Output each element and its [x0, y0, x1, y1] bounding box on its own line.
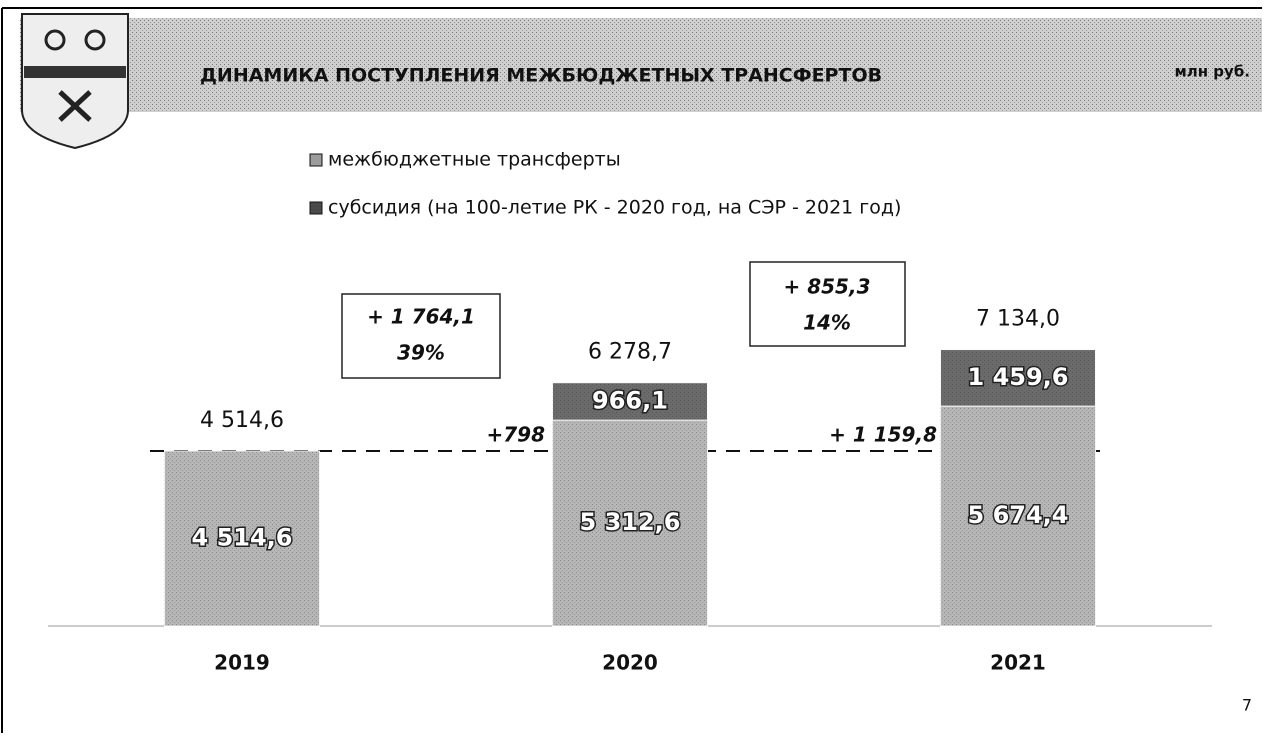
legend-swatch [309, 201, 323, 215]
header-title: ДИНАМИКА ПОСТУПЛЕНИЯ МЕЖБЮДЖЕТНЫХ ТРАНСФ… [200, 65, 882, 87]
total-label: 4 514,6 [200, 408, 284, 433]
value-label: 5 674,4 [968, 501, 1069, 529]
bar-texture [940, 406, 1096, 626]
x-tick-label: 2019 [214, 651, 270, 675]
emblem [21, 13, 129, 150]
annotation: 39% [397, 341, 445, 365]
x-tick-label: 2021 [990, 651, 1046, 675]
bar-texture [552, 420, 708, 626]
value-label: 966,1 [592, 386, 668, 414]
legend-swatch [309, 153, 323, 167]
value-label: 5 312,6 [580, 508, 681, 536]
header-band [20, 18, 1262, 112]
annotation-box [341, 293, 501, 379]
annotation-box [749, 261, 906, 347]
bar-texture [164, 451, 320, 626]
annotation: + 1 764,1 [367, 305, 475, 329]
total-label: 6 278,7 [588, 340, 672, 365]
total-label: 7 134,0 [976, 307, 1060, 332]
page-number: 7 [1242, 696, 1252, 715]
x-tick-label: 2020 [602, 651, 658, 675]
annotation: +798 [486, 423, 545, 447]
bar-texture [552, 382, 708, 421]
annotation: + 1 159,8 [829, 423, 937, 447]
legend-label: субсидия (на 100-летие РК - 2020 год, на… [328, 197, 901, 219]
annotation: + 855,3 [784, 275, 871, 299]
value-label: 1 459,6 [968, 363, 1069, 391]
annotation: 14% [803, 311, 851, 335]
value-label: 4 514,6 [192, 524, 293, 552]
header-unit: млн руб. [1174, 63, 1250, 81]
legend-label: межбюджетные трансферты [328, 149, 621, 171]
bar-texture [940, 349, 1096, 407]
